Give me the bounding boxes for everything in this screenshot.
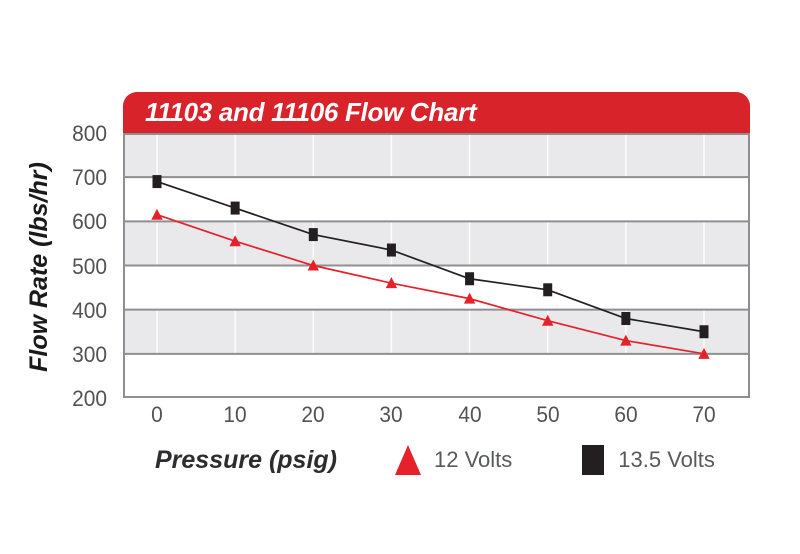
plot-band (123, 353, 750, 398)
square-marker (308, 228, 318, 242)
x-tick-label: 50 (536, 402, 560, 427)
triangle-marker (385, 277, 398, 289)
triangle-marker-icon (395, 445, 421, 475)
y-tick-label: 300 (72, 341, 107, 367)
x-tick-label: 10 (223, 402, 247, 427)
x-tick-label: 70 (692, 402, 716, 427)
x-tick-label: 30 (379, 402, 404, 427)
triangle-marker (542, 314, 554, 326)
triangle-marker (151, 208, 163, 220)
chart-canvas (123, 133, 750, 398)
square-marker-icon (582, 445, 605, 475)
legend-label-12-volts: 12 Volts (434, 447, 513, 472)
plot-band (123, 265, 750, 310)
plot-band (123, 133, 750, 178)
x-tick-label: 40 (457, 402, 482, 427)
x-tick-label: 60 (614, 402, 638, 427)
square-marker (543, 283, 553, 297)
square-marker (386, 243, 396, 257)
x-tick-label: 20 (301, 402, 325, 427)
y-tick-label: 400 (72, 297, 107, 323)
chart-title: 11103 and 11106 Flow Chart (145, 97, 477, 127)
plot-area (123, 133, 750, 398)
triangle-marker (229, 235, 241, 247)
plot-band (123, 309, 750, 354)
x-tick-label: 0 (151, 402, 163, 427)
triangle-marker (698, 347, 710, 359)
legend: 12 Volts 13.5 Volts (395, 445, 715, 475)
plot-band (123, 177, 750, 222)
series-line-13-5-volts (156, 180, 705, 333)
y-tick-label: 800 (72, 121, 107, 146)
legend-label-13-5-volts: 13.5 Volts (618, 447, 715, 472)
triangle-marker (463, 292, 476, 304)
square-marker (699, 325, 709, 339)
triangle-marker (307, 259, 319, 271)
triangle-marker (620, 334, 632, 346)
square-marker (230, 201, 240, 215)
chart-title-banner: 11103 and 11106 Flow Chart (123, 92, 750, 133)
y-tick-label: 500 (72, 253, 107, 279)
square-marker (152, 175, 162, 189)
y-tick-label: 200 (72, 386, 107, 411)
square-marker (465, 272, 475, 286)
plot-band (123, 221, 750, 266)
x-axis-title: Pressure (psig) (155, 446, 338, 474)
y-tick-label: 700 (72, 165, 107, 191)
square-marker (621, 312, 631, 325)
series-line-12-volts (156, 213, 705, 355)
y-tick-label: 600 (72, 209, 107, 235)
